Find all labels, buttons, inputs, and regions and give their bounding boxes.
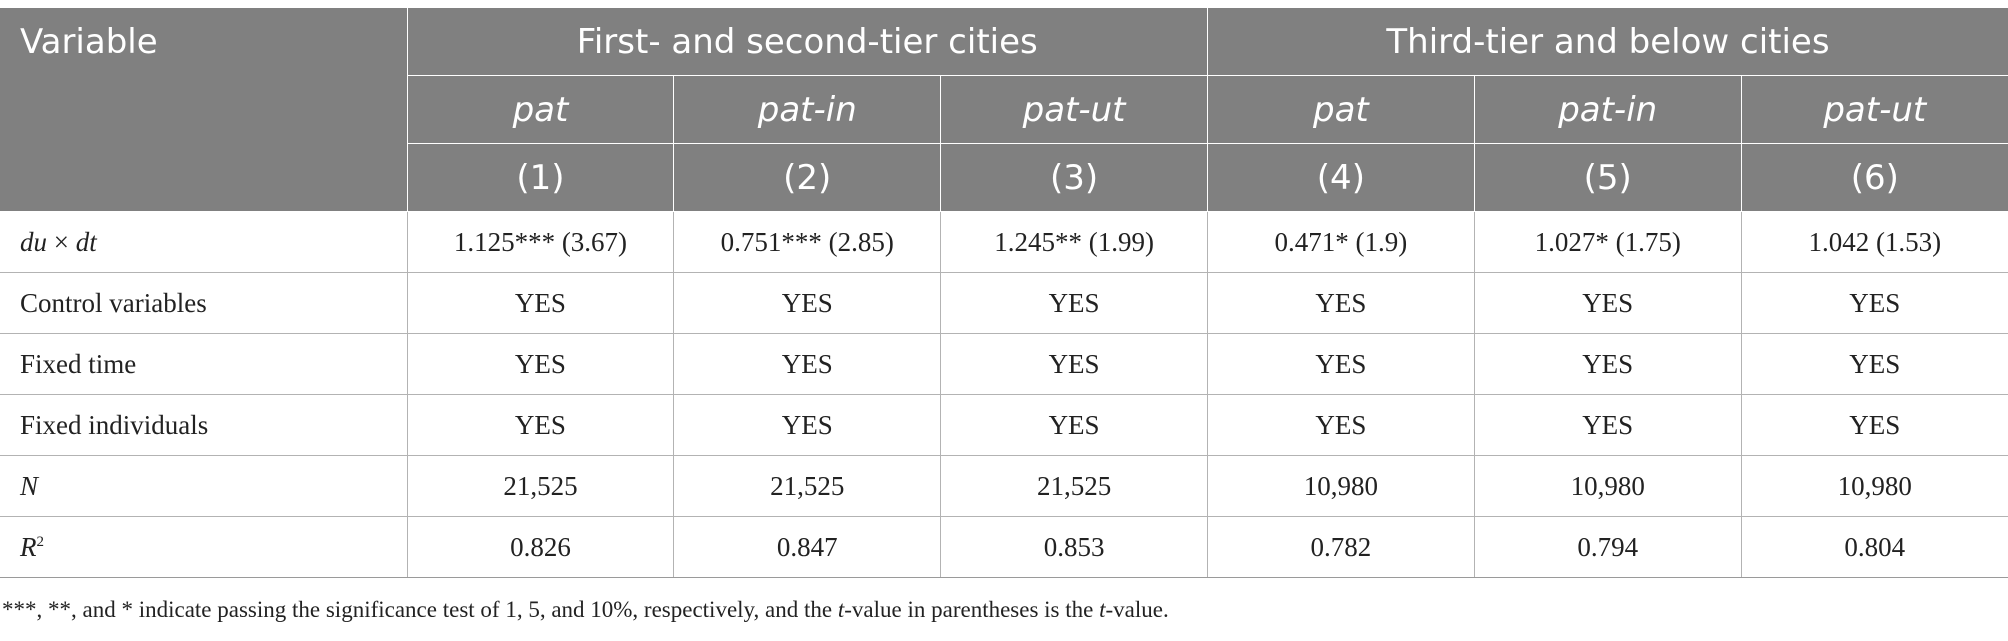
table-cell: 1.125*** (3.67) (406, 211, 675, 273)
row-label: Fixed individuals (0, 394, 408, 456)
column-number-header: (2) (673, 143, 942, 212)
table-cell: YES (673, 394, 942, 456)
table-cell: 0.826 (406, 516, 675, 578)
footnote-text: ***, **, and * indicate passing the sign… (2, 597, 838, 622)
table-cell: 0.853 (940, 516, 1208, 578)
column-number-header: (6) (1740, 143, 2008, 212)
table-cell: 10,980 (1473, 455, 1742, 517)
table-cell: YES (940, 272, 1208, 334)
model-header: pat (406, 75, 675, 144)
table-cell: YES (1473, 272, 1742, 334)
table-cell: 1.042 (1.53) (1740, 211, 2008, 273)
table-cell: 21,525 (940, 455, 1208, 517)
regression-table: Variable First- and second-tier cities T… (0, 8, 2008, 578)
row-label-r-squared: R2 (0, 516, 408, 578)
group-header-first-second-tier: First- and second-tier cities (406, 8, 1208, 76)
table-cell: YES (406, 272, 675, 334)
table-cell: 21,525 (673, 455, 942, 517)
row-label: Fixed time (0, 333, 408, 395)
table-cell: 1.245** (1.99) (940, 211, 1208, 273)
table-cell: 0.782 (1206, 516, 1475, 578)
table-cell: 0.804 (1740, 516, 2008, 578)
table-cell: YES (406, 333, 675, 395)
table-row: Fixed individuals YES YES YES YES YES YE… (0, 394, 2008, 456)
model-header: pat (1206, 75, 1475, 144)
column-number-header: (1) (406, 143, 675, 212)
table-cell: YES (1473, 394, 1742, 456)
row-label-du-dt: du × dt (0, 211, 408, 273)
table-cell: 0.751*** (2.85) (673, 211, 942, 273)
table-row: Fixed time YES YES YES YES YES YES (0, 333, 2008, 395)
superscript: 2 (36, 533, 45, 550)
table-footnote: ***, **, and * indicate passing the sign… (2, 597, 1169, 623)
footnote-text: t (837, 597, 845, 622)
table-cell: YES (1206, 394, 1475, 456)
table-cell: YES (1206, 333, 1475, 395)
table-row: Control variables YES YES YES YES YES YE… (0, 272, 2008, 334)
table-cell: 0.471* (1.9) (1206, 211, 1475, 273)
table-cell: YES (673, 272, 942, 334)
group-header-third-tier-below: Third-tier and below cities (1206, 8, 2008, 76)
row-label-part: R (20, 531, 37, 562)
table-cell: YES (940, 394, 1208, 456)
table-cell: YES (1740, 333, 2008, 395)
table-cell: YES (673, 333, 942, 395)
footnote-text: -value. (1105, 597, 1169, 622)
table-row: R2 0.826 0.847 0.853 0.782 0.794 0.804 (0, 516, 2008, 578)
model-header: pat-in (1473, 75, 1742, 144)
table-cell: YES (940, 333, 1208, 395)
table-cell: 21,525 (406, 455, 675, 517)
model-header: pat-in (673, 75, 942, 144)
table-cell: YES (1473, 333, 1742, 395)
row-label: Control variables (0, 272, 408, 334)
table-cell: YES (406, 394, 675, 456)
row-label-part: × (47, 226, 76, 257)
table-cell: 0.847 (673, 516, 942, 578)
table-cell: 0.794 (1473, 516, 1742, 578)
column-number-header: (4) (1206, 143, 1475, 212)
table-cell: 10,980 (1740, 455, 2008, 517)
column-number-header: (3) (940, 143, 1208, 212)
table-cell: YES (1740, 394, 2008, 456)
footnote-text: t (1099, 597, 1106, 622)
row-label-part: dt (75, 226, 97, 257)
table-cell: YES (1740, 272, 2008, 334)
footnote-text: -value in parentheses is the (844, 597, 1100, 622)
table-cell: 1.027* (1.75) (1473, 211, 1742, 273)
row-label: N (0, 455, 408, 517)
table-row: N 21,525 21,525 21,525 10,980 10,980 10,… (0, 455, 2008, 517)
table-cell: YES (1206, 272, 1475, 334)
variable-header: Variable (0, 8, 408, 212)
row-label-part: du (20, 226, 47, 257)
column-number-header: (5) (1473, 143, 1742, 212)
model-header: pat-ut (1740, 75, 2008, 144)
table-cell: 10,980 (1206, 455, 1475, 517)
table-row: du × dt 1.125*** (3.67) 0.751*** (2.85) … (0, 211, 2008, 273)
model-header: pat-ut (940, 75, 1208, 144)
